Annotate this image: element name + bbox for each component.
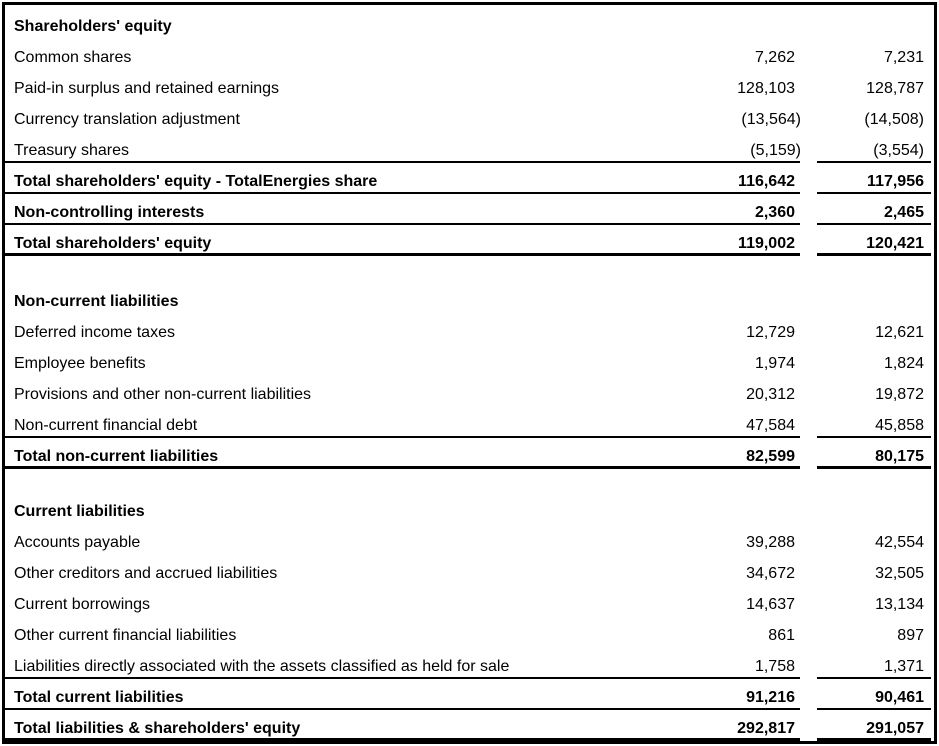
section-header-row: Non-current liabilities: [5, 283, 934, 314]
row-label: Provisions and other non-current liabili…: [14, 386, 312, 403]
row-label: Total shareholders' equity - TotalEnergi…: [14, 173, 378, 190]
row-value-col1: 119,002: [738, 235, 795, 252]
row-value-col2: 120,421: [817, 234, 931, 256]
row-value-col1: 12,729: [746, 324, 795, 341]
row-value-col2: 128,787: [866, 80, 924, 97]
row-value-col1: 39,288: [746, 534, 795, 551]
row-label: Treasury shares: [14, 142, 129, 159]
row-value-col2: 32,505: [875, 565, 924, 582]
row-label: Employee benefits: [14, 355, 146, 372]
section-header-row: Shareholders' equity: [5, 8, 934, 39]
row-value-col1: 1,974: [754, 355, 795, 372]
total-row: Total non-current liabilities 82,599 80,…: [5, 438, 934, 469]
row-label: Total current liabilities: [14, 689, 184, 706]
row-value-col2: 291,057: [817, 719, 931, 741]
table-row: Paid-in surplus and retained earnings 12…: [5, 70, 934, 101]
row-label: Liabilities directly associated with the…: [14, 658, 510, 675]
row-value-col1: 20,312: [746, 386, 795, 403]
row-value-col2: 2,465: [817, 203, 931, 225]
section-spacer: [5, 256, 934, 283]
table-row: Deferred income taxes 12,729 12,621: [5, 314, 934, 345]
section-header: Shareholders' equity: [14, 18, 172, 35]
row-label: Currency translation adjustment: [14, 111, 240, 128]
row-value-col1: 82,599: [746, 448, 795, 465]
table-row: Liabilities directly associated with the…: [5, 648, 934, 679]
row-value-col2: (3,554): [817, 141, 931, 163]
row-value-col1: 91,216: [746, 689, 795, 706]
row-value-col1: 7,262: [754, 49, 795, 66]
table-row: Employee benefits 1,974 1,824: [5, 345, 934, 376]
row-value-col2: (14,508): [864, 111, 924, 128]
row-value-col1: (5,159): [750, 142, 801, 159]
row-value-col2: 19,872: [875, 386, 924, 403]
row-value-col2: 90,461: [817, 688, 931, 710]
row-label: Non-current financial debt: [14, 417, 198, 434]
row-value-col1: 292,817: [737, 720, 795, 737]
section-spacer: [5, 469, 934, 493]
row-label: Common shares: [14, 49, 132, 66]
row-value-col2: 13,134: [875, 596, 924, 613]
row-value-col1: 2,360: [754, 204, 795, 221]
row-value-col1: 861: [768, 627, 795, 644]
total-row: Total current liabilities 91,216 90,461: [5, 679, 934, 710]
total-row: Non-controlling interests 2,360 2,465: [5, 194, 934, 225]
table-row: Currency translation adjustment (13,564)…: [5, 101, 934, 132]
table-row: Provisions and other non-current liabili…: [5, 376, 934, 407]
row-value-col2: 45,858: [817, 416, 931, 438]
row-label: Total non-current liabilities: [14, 448, 219, 465]
row-value-col2: 117,956: [817, 172, 931, 194]
section-header-row: Current liabilities: [5, 493, 934, 524]
total-row: Total shareholders' equity 119,002 120,4…: [5, 225, 934, 256]
row-value-col1: 47,584: [746, 417, 795, 434]
row-value-col1: 14,637: [746, 596, 795, 613]
table-row: Other creditors and accrued liabilities …: [5, 555, 934, 586]
section-header: Non-current liabilities: [14, 293, 179, 310]
row-value-col1: 1,758: [754, 658, 795, 675]
row-value-col1: (13,564): [741, 111, 801, 128]
row-value-col2: 7,231: [883, 49, 924, 66]
row-value-col2: 897: [897, 627, 924, 644]
row-value-col1: 116,642: [738, 173, 795, 190]
table-row: Treasury shares (5,159) (3,554): [5, 132, 934, 163]
row-label: Other current financial liabilities: [14, 627, 237, 644]
row-label: Paid-in surplus and retained earnings: [14, 80, 280, 97]
row-value-col1: 34,672: [746, 565, 795, 582]
row-value-col2: 12,621: [875, 324, 924, 341]
table-row: Accounts payable 39,288 42,554: [5, 524, 934, 555]
row-value-col2: 1,824: [883, 355, 924, 372]
row-label: Accounts payable: [14, 534, 141, 551]
row-label: Total liabilities & shareholders' equity: [14, 720, 301, 737]
row-label: Current borrowings: [14, 596, 151, 613]
row-value-col2: 42,554: [875, 534, 924, 551]
section-header: Current liabilities: [14, 503, 145, 520]
grand-total-row: Total liabilities & shareholders' equity…: [5, 710, 934, 741]
table-row: Common shares 7,262 7,231: [5, 39, 934, 70]
table-row: Current borrowings 14,637 13,134: [5, 586, 934, 617]
row-label: Non-controlling interests: [14, 204, 205, 221]
row-value-col1: 128,103: [737, 80, 795, 97]
row-label: Deferred income taxes: [14, 324, 175, 341]
total-row: Total shareholders' equity - TotalEnergi…: [5, 163, 934, 194]
row-label: Total shareholders' equity: [14, 235, 212, 252]
row-value-col2: 80,175: [817, 447, 931, 469]
table-row: Non-current financial debt 47,584 45,858: [5, 407, 934, 438]
row-value-col2: 1,371: [817, 657, 931, 679]
row-label: Other creditors and accrued liabilities: [14, 565, 278, 582]
table-row: Other current financial liabilities 861 …: [5, 617, 934, 648]
